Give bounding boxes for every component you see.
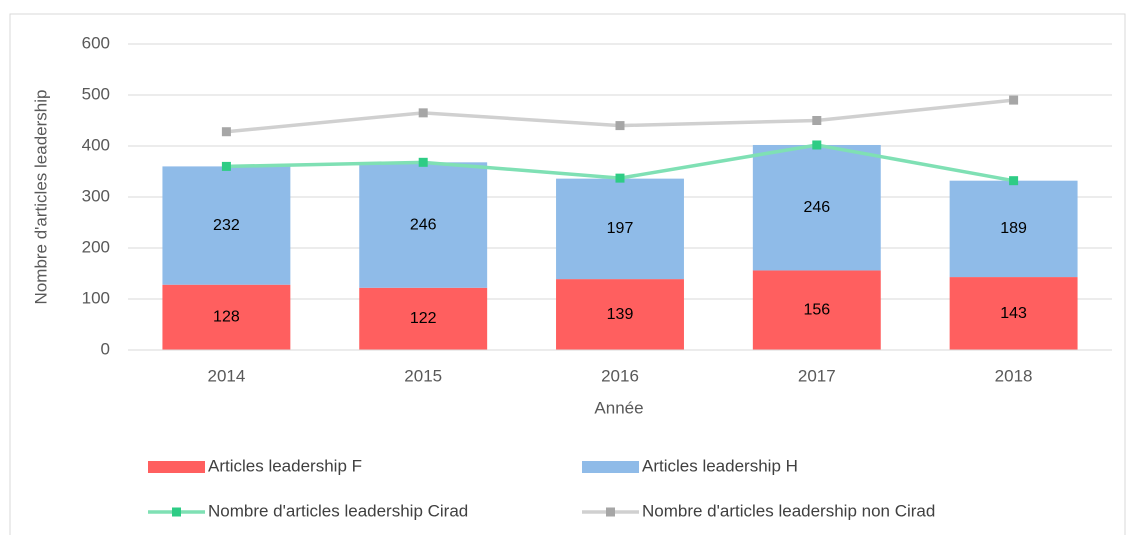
data-label: 122 — [410, 310, 437, 327]
y-tick-label: 500 — [82, 84, 110, 103]
marker — [615, 173, 625, 183]
y-tick-label: 300 — [82, 186, 110, 205]
bar — [752, 270, 881, 350]
data-label: 246 — [410, 216, 437, 233]
data-label: 197 — [607, 220, 634, 237]
marker — [1009, 95, 1019, 105]
y-tick-label: 0 — [101, 339, 110, 358]
marker — [418, 108, 428, 118]
bar — [162, 284, 291, 350]
y-tick-label: 100 — [82, 288, 110, 307]
data-label: 246 — [803, 199, 830, 216]
bar — [556, 178, 684, 280]
legend-label: Nombre d'articles leadership Cirad — [208, 501, 468, 520]
bar — [556, 279, 684, 350]
marker — [812, 140, 822, 150]
data-label: 139 — [607, 306, 634, 323]
data-label: 143 — [1000, 305, 1027, 322]
legend-marker — [606, 507, 615, 517]
bar — [162, 166, 291, 285]
bar — [752, 144, 881, 271]
y-tick-label: 600 — [82, 33, 110, 52]
data-label: 128 — [213, 309, 240, 326]
x-tick-label: 2017 — [798, 366, 836, 385]
y-tick-label: 200 — [82, 237, 110, 256]
x-tick-label: 2015 — [404, 366, 442, 385]
marker — [221, 161, 231, 171]
y-tick-label: 400 — [82, 135, 110, 154]
legend-label: Articles leadership F — [208, 456, 362, 475]
legend-swatch — [148, 461, 205, 473]
chart-frame — [9, 13, 1126, 535]
bar — [949, 180, 1078, 278]
marker — [1009, 176, 1019, 186]
y-axis-title: Nombre d'articles leadership — [31, 90, 50, 305]
bar — [949, 277, 1078, 350]
marker — [221, 127, 231, 137]
bar — [359, 162, 488, 288]
data-label: 156 — [803, 301, 830, 318]
x-tick-label: 2016 — [601, 366, 639, 385]
x-axis-title: Année — [594, 398, 643, 417]
legend-swatch — [582, 461, 639, 473]
legend-label: Articles leadership H — [642, 456, 798, 475]
bar — [359, 287, 488, 350]
marker — [615, 121, 625, 131]
data-label: 189 — [1000, 220, 1027, 237]
x-tick-label: 2018 — [995, 366, 1033, 385]
data-label: 232 — [213, 217, 240, 234]
marker — [418, 157, 428, 167]
legend-label: Nombre d'articles leadership non Cirad — [642, 501, 935, 520]
legend-marker — [172, 507, 181, 517]
marker — [812, 116, 822, 125]
x-tick-label: 2014 — [207, 366, 245, 385]
